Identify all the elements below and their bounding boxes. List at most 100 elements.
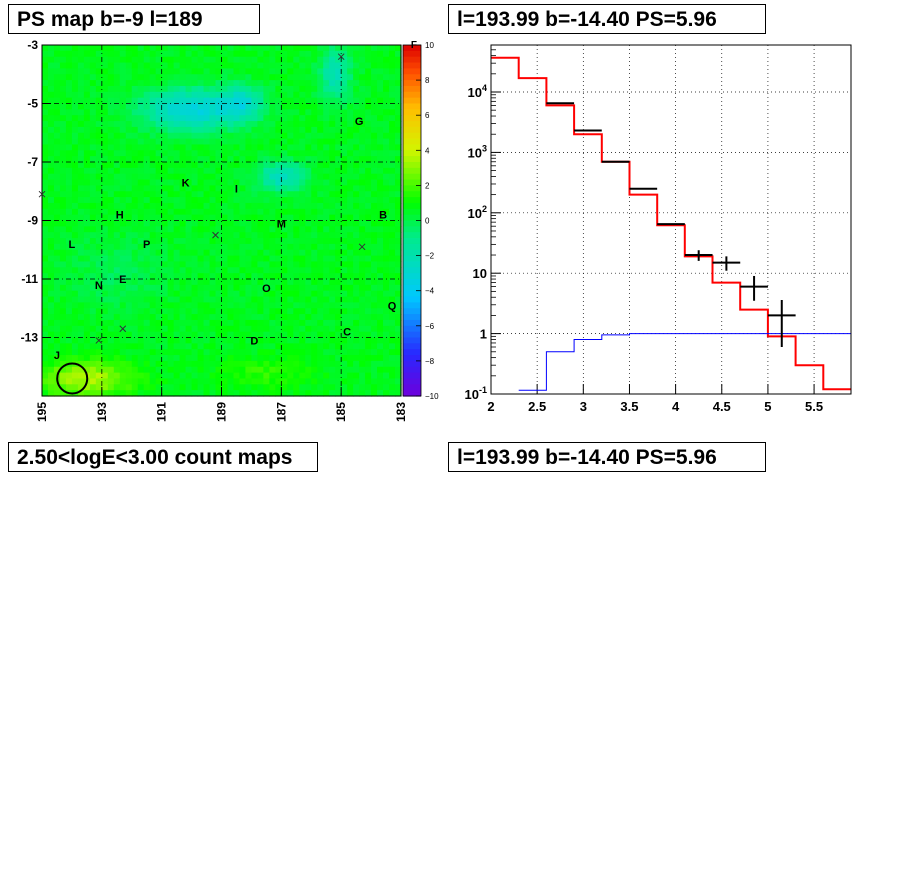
heatmap-cell bbox=[137, 68, 145, 75]
heatmap-cell bbox=[179, 243, 187, 251]
heatmap-cell bbox=[167, 261, 175, 268]
heatmap-cell bbox=[203, 109, 211, 116]
heatmap-cell bbox=[83, 45, 91, 52]
heatmap-cell bbox=[65, 144, 73, 151]
heatmap-cell bbox=[191, 343, 199, 350]
heatmap-cell bbox=[215, 126, 223, 134]
heatmap-cell bbox=[281, 68, 288, 75]
heatmap-cell bbox=[71, 337, 79, 344]
heatmap-cell bbox=[137, 156, 145, 163]
heatmap-cell bbox=[389, 366, 396, 374]
heatmap-cell bbox=[167, 167, 175, 175]
heatmap-cell bbox=[161, 45, 169, 52]
heatmap-cell bbox=[113, 220, 121, 227]
heatmap-cell bbox=[155, 314, 163, 321]
heatmap-cell bbox=[203, 156, 211, 163]
heatmap-cell bbox=[143, 366, 151, 374]
heatmap-cell bbox=[59, 279, 67, 286]
heatmap-cell bbox=[281, 302, 288, 309]
heatmap-cell bbox=[257, 97, 264, 105]
heatmap-cell bbox=[281, 238, 288, 245]
colorbar-tick-label: 2 bbox=[425, 181, 430, 190]
heatmap-cell bbox=[179, 314, 187, 321]
heatmap-cell bbox=[275, 360, 282, 368]
heatmap-cell bbox=[365, 109, 372, 116]
heatmap-cell bbox=[227, 238, 235, 245]
heatmap-cell bbox=[293, 162, 300, 169]
heatmap-cell bbox=[299, 179, 306, 186]
heatmap-cell bbox=[125, 167, 133, 175]
heatmap-cell bbox=[353, 144, 360, 151]
heatmap-cell bbox=[341, 308, 348, 315]
heatmap-cell bbox=[311, 267, 318, 274]
heatmap-cell bbox=[89, 202, 97, 210]
colorbar-swatch bbox=[403, 115, 421, 122]
heatmap-cell bbox=[77, 308, 85, 315]
heatmap-cell bbox=[47, 249, 55, 257]
heatmap-cell bbox=[71, 273, 79, 280]
heatmap-cell bbox=[281, 261, 288, 268]
heatmap-cell bbox=[371, 156, 378, 163]
heatmap-cell bbox=[125, 68, 133, 75]
heatmap-cell bbox=[77, 162, 85, 169]
heatmap-cell bbox=[77, 366, 85, 374]
heatmap-cell bbox=[203, 74, 211, 81]
heatmap-cell bbox=[131, 126, 139, 134]
heatmap-cell bbox=[353, 337, 360, 344]
heatmap-cell bbox=[137, 56, 145, 64]
heatmap-cell bbox=[47, 290, 55, 298]
heatmap-cell bbox=[383, 68, 390, 75]
heatmap-cell bbox=[311, 115, 318, 122]
heatmap-cell bbox=[125, 202, 133, 210]
heatmap-cell bbox=[251, 366, 258, 374]
heatmap-cell bbox=[377, 319, 384, 327]
heatmap-cell bbox=[215, 56, 223, 64]
heatmap-cell bbox=[59, 238, 67, 245]
heatmap-cell bbox=[341, 173, 348, 181]
heatmap-cell bbox=[53, 97, 61, 105]
heatmap-cell bbox=[101, 261, 109, 268]
heatmap-cell bbox=[377, 390, 384, 397]
heatmap-cell bbox=[89, 296, 97, 303]
heatmap-cell bbox=[317, 220, 324, 227]
heatmap-cell bbox=[143, 80, 151, 87]
heatmap-cell bbox=[317, 331, 324, 339]
heatmap-cell bbox=[389, 126, 396, 134]
heatmap-cell bbox=[173, 162, 181, 169]
heatmap-cell bbox=[113, 314, 121, 321]
heatmap-cell bbox=[149, 284, 157, 292]
heatmap-cell bbox=[281, 343, 288, 350]
heatmap-cell bbox=[167, 384, 175, 391]
heatmap-cell bbox=[119, 202, 127, 210]
heatmap-cell bbox=[107, 132, 115, 140]
heatmap-cell bbox=[239, 126, 247, 134]
heatmap-cell bbox=[323, 91, 330, 99]
heatmap-cell bbox=[83, 68, 91, 75]
heatmap-cell bbox=[383, 197, 390, 204]
heatmap-cell bbox=[71, 366, 79, 374]
heatmap-cell bbox=[149, 261, 157, 268]
heatmap-cell bbox=[167, 290, 175, 298]
heatmap-cell bbox=[275, 214, 282, 222]
heatmap-cell bbox=[371, 220, 378, 227]
heatmap-cell bbox=[329, 273, 336, 280]
heatmap-cell bbox=[329, 197, 336, 204]
heatmap-cell bbox=[47, 191, 55, 198]
heatmap-cell bbox=[83, 173, 91, 181]
heatmap-cell bbox=[95, 343, 103, 350]
heatmap-cell bbox=[113, 121, 121, 128]
heatmap-cell bbox=[185, 109, 193, 116]
heatmap-cell bbox=[143, 226, 151, 233]
heatmap-cell bbox=[323, 97, 330, 105]
heatmap-cell bbox=[197, 226, 205, 233]
heatmap-cell bbox=[179, 261, 187, 268]
x-tick-label: 183 bbox=[394, 402, 408, 422]
heatmap-cell bbox=[173, 173, 181, 181]
heatmap-cell bbox=[287, 50, 294, 58]
heatmap-cell bbox=[323, 343, 330, 350]
heatmap-cell bbox=[83, 319, 91, 327]
heatmap-cell bbox=[251, 261, 258, 268]
heatmap-cell bbox=[95, 319, 103, 327]
heatmap-cell bbox=[59, 360, 67, 368]
heatmap-cell bbox=[359, 290, 366, 298]
